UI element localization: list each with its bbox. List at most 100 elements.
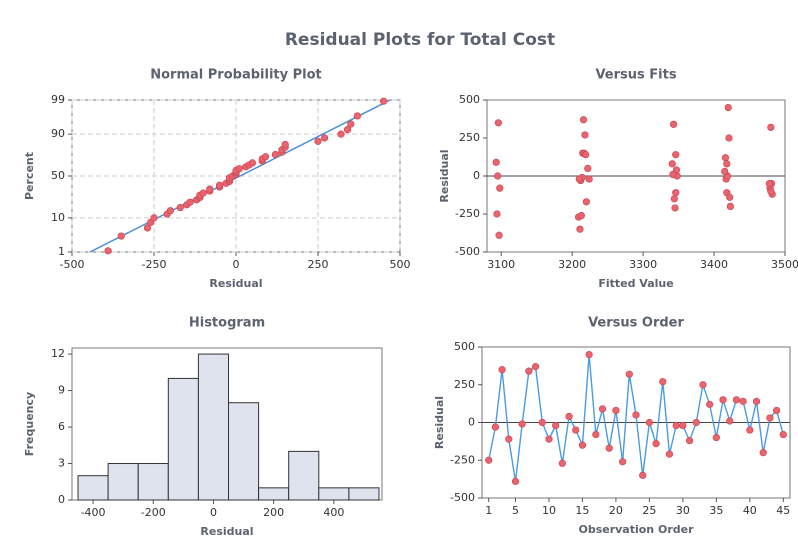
y-tick-label: -500 bbox=[450, 491, 475, 504]
panel-title: Histogram bbox=[189, 316, 265, 331]
data-point bbox=[598, 405, 607, 413]
y-axis-label: Residual bbox=[438, 149, 451, 202]
data-point bbox=[669, 170, 677, 179]
data-point bbox=[672, 189, 680, 197]
x-tick-label: 15 bbox=[575, 504, 589, 517]
data-point bbox=[281, 140, 289, 149]
x-axis-label: Residual bbox=[200, 525, 253, 538]
data-point bbox=[625, 370, 633, 378]
data-point bbox=[732, 396, 741, 404]
data-point bbox=[347, 120, 355, 128]
data-point bbox=[492, 158, 500, 166]
data-point bbox=[765, 180, 773, 188]
y-tick-label: -250 bbox=[450, 453, 475, 466]
data-point bbox=[645, 418, 653, 427]
x-tick-label: -500 bbox=[60, 258, 85, 271]
data-point bbox=[575, 175, 583, 183]
data-point bbox=[659, 378, 667, 386]
y-axis-label: Percent bbox=[23, 152, 36, 200]
data-point bbox=[565, 412, 573, 421]
data-point bbox=[767, 187, 775, 195]
x-axis-label: Residual bbox=[209, 277, 262, 290]
data-point bbox=[531, 363, 540, 371]
y-tick-label: 9 bbox=[58, 384, 65, 397]
y-tick-label: -250 bbox=[455, 207, 480, 220]
data-point bbox=[668, 160, 676, 168]
data-point bbox=[712, 434, 720, 442]
data-point bbox=[186, 198, 194, 206]
data-point bbox=[518, 420, 526, 428]
data-point bbox=[485, 456, 493, 464]
data-point bbox=[721, 154, 730, 162]
data-point bbox=[337, 130, 345, 138]
data-point bbox=[538, 418, 546, 427]
x-tick-label: 400 bbox=[323, 506, 344, 519]
x-tick-label: -200 bbox=[141, 506, 166, 519]
data-point bbox=[639, 471, 647, 479]
data-point bbox=[585, 350, 593, 359]
x-tick-label: 200 bbox=[263, 506, 284, 519]
data-point bbox=[558, 459, 566, 467]
histogram-bar bbox=[258, 487, 290, 501]
histogram-bar bbox=[197, 353, 230, 501]
x-tick-label: 3300 bbox=[629, 258, 657, 271]
data-point bbox=[525, 367, 533, 375]
data-point bbox=[166, 207, 174, 215]
data-point bbox=[320, 134, 329, 142]
data-point bbox=[665, 450, 674, 458]
y-tick-label: 0 bbox=[58, 493, 65, 506]
data-point bbox=[552, 421, 560, 430]
data-point bbox=[576, 225, 584, 233]
y-tick-label: 90 bbox=[51, 127, 65, 140]
histogram-bar bbox=[77, 475, 109, 501]
data-point bbox=[248, 159, 256, 167]
y-tick-label: 12 bbox=[51, 347, 65, 360]
data-point bbox=[766, 414, 774, 422]
data-point bbox=[719, 396, 727, 404]
y-tick-label: 3 bbox=[58, 457, 65, 470]
data-point bbox=[725, 134, 733, 142]
data-point bbox=[767, 123, 775, 131]
x-tick-label: 30 bbox=[676, 504, 690, 517]
y-tick-label: -500 bbox=[455, 245, 480, 258]
y-axis-label: Residual bbox=[433, 396, 446, 449]
data-point bbox=[579, 116, 588, 124]
data-point bbox=[723, 160, 731, 168]
data-point bbox=[511, 477, 520, 485]
data-point bbox=[699, 381, 707, 389]
histogram-bar bbox=[288, 450, 320, 501]
y-tick-label: 250 bbox=[459, 131, 480, 144]
histogram-bar bbox=[318, 487, 350, 501]
data-point bbox=[605, 444, 613, 452]
data-point bbox=[104, 247, 112, 255]
panel-title: Versus Fits bbox=[595, 68, 676, 83]
panel-title: Versus Order bbox=[588, 316, 684, 331]
data-point bbox=[496, 184, 504, 192]
data-point bbox=[495, 231, 503, 239]
data-point bbox=[216, 181, 224, 189]
data-point bbox=[380, 97, 388, 105]
data-point bbox=[117, 232, 125, 240]
data-point bbox=[493, 210, 501, 218]
x-tick-label: 1 bbox=[485, 504, 492, 517]
data-point bbox=[592, 430, 600, 439]
x-tick-label: 45 bbox=[776, 504, 790, 517]
y-tick-label: 1 bbox=[58, 245, 65, 258]
data-point bbox=[679, 421, 687, 430]
data-point bbox=[672, 151, 680, 159]
data-point bbox=[494, 119, 502, 127]
y-tick-label: 10 bbox=[51, 211, 65, 224]
histogram-bar bbox=[228, 402, 260, 501]
data-point bbox=[585, 175, 593, 183]
data-point bbox=[672, 421, 680, 430]
y-tick-label: 0 bbox=[468, 416, 475, 429]
histogram-bar bbox=[348, 487, 380, 501]
y-tick-label: 500 bbox=[459, 93, 480, 106]
x-tick-label: 10 bbox=[542, 504, 556, 517]
x-tick-label: 500 bbox=[390, 258, 411, 271]
data-point bbox=[494, 172, 502, 180]
data-point bbox=[685, 437, 694, 445]
data-point bbox=[545, 435, 553, 443]
data-point bbox=[692, 418, 700, 427]
